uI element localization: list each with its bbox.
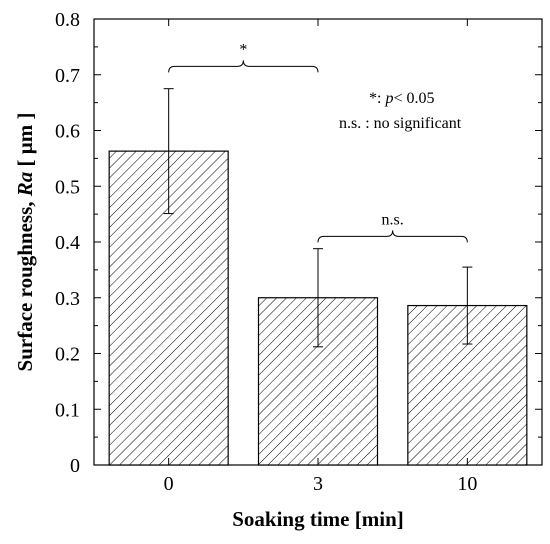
note-star-prefix: *: [369,90,385,107]
y-axis-tick-labels: 0 0.1 0.2 0.3 0.4 0.5 0.6 0.7 0.8 [55,9,80,477]
y-tick-label: 0.2 [55,344,80,366]
y-axis-label-prefix: Surface roughness, [13,196,37,371]
significance-note-star: *: p< 0.05 [369,90,434,107]
significance-label: n.s. [382,211,404,228]
x-axis-tick-labels: 0 3 10 [164,473,478,495]
significance-label: * [239,41,247,58]
y-axis-label-unit: [ μm ] [13,113,37,172]
y-axis-label-symbol: Ra [13,172,37,198]
x-tick-label: 10 [457,473,477,495]
y-tick-label: 0.3 [55,288,80,310]
y-tick-label: 0.8 [55,9,80,31]
significance-bracket [317,230,468,243]
significance-bracket [168,60,319,73]
significance-brackets: * n.s. [168,41,468,243]
y-tick-label: 0.1 [55,399,80,421]
y-tick-label: 0.6 [55,121,80,143]
error-bars [163,88,473,348]
x-axis-ticks [168,19,468,465]
y-axis-ticks [94,18,542,466]
y-tick-label: 0.5 [55,176,80,198]
y-axis-label: Surface roughness, Ra [ μm ] [13,113,37,372]
significance-note-ns: n.s. : no significant [339,115,462,132]
x-tick-label: 0 [164,473,174,495]
y-tick-label: 0.4 [55,232,80,254]
x-axis-label: Soaking time [min] [232,507,404,531]
y-tick-label: 0 [70,455,80,477]
y-tick-label: 0.7 [55,65,80,87]
note-star-rest: < 0.05 [393,90,434,107]
note-p-symbol: p [384,90,393,107]
x-tick-label: 3 [313,473,323,495]
